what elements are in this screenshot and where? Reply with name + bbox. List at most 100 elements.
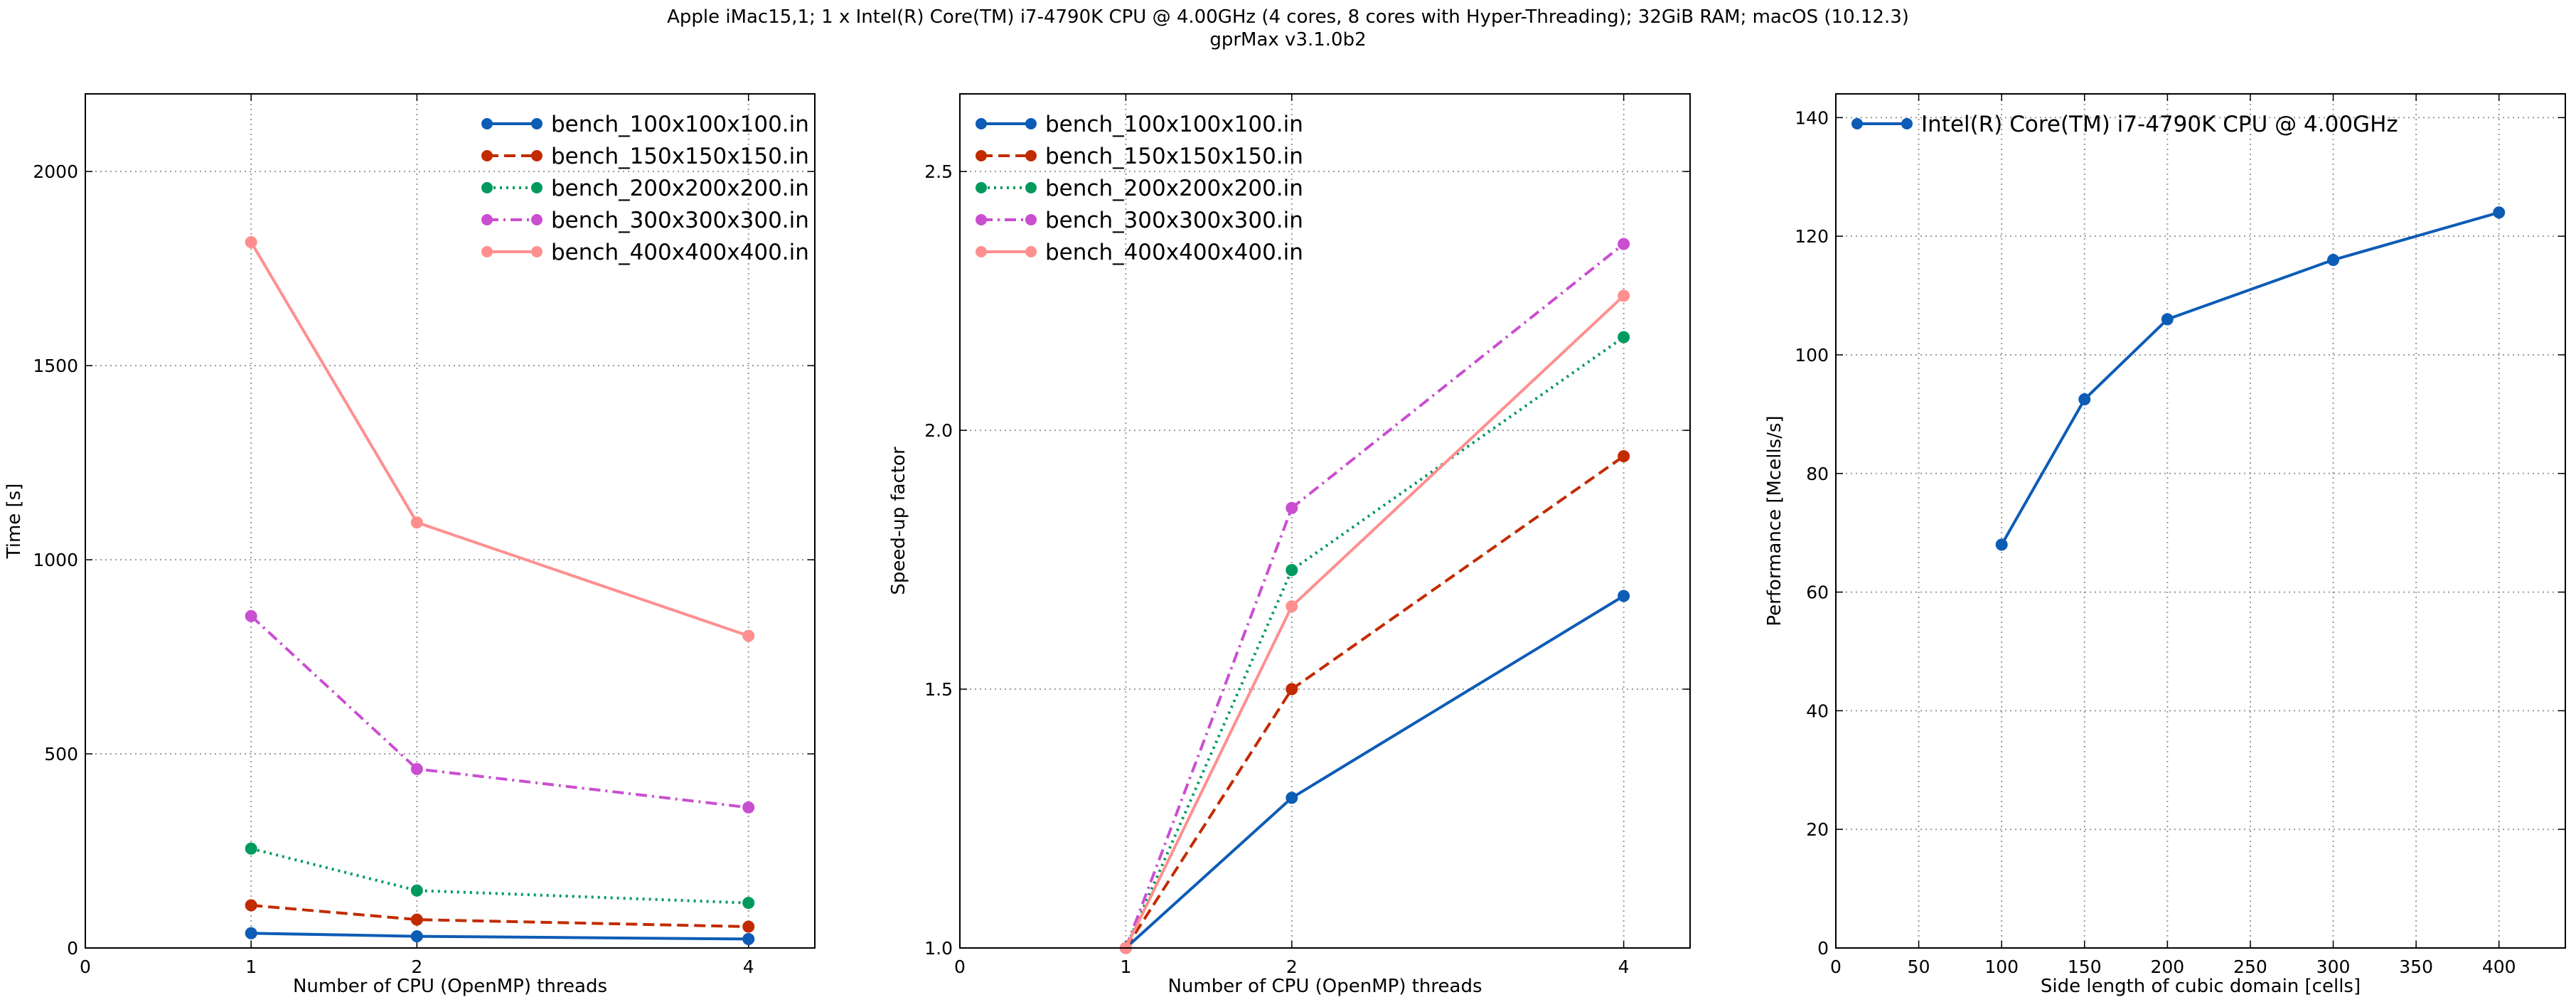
y-tick-label: 100: [1795, 345, 1829, 366]
y-axis-label: Performance [Mcells/s]: [1764, 415, 1785, 626]
x-axis-label: Number of CPU (OpenMP) threads: [1167, 976, 1482, 997]
series-line-3: [250, 614, 749, 809]
legend-marker: [531, 246, 543, 257]
y-tick-label: 1.5: [924, 679, 953, 700]
figure-title: Apple iMac15,1; 1 x Intel(R) Core(TM) i7…: [0, 6, 2576, 51]
plot-frame: [85, 93, 816, 949]
y-tick-label: 140: [1795, 107, 1829, 128]
legend-marker: [976, 214, 987, 225]
x-tick-label: 2: [1286, 957, 1298, 977]
legend-label: bench_150x150x150.in: [1045, 144, 1303, 169]
x-tick-label: 50: [1908, 957, 1930, 977]
x-tick-label: 0: [1830, 957, 1842, 977]
data-point: [1286, 683, 1298, 696]
x-tick-label: 100: [1984, 957, 2019, 977]
legend-label: bench_400x400x400.in: [551, 240, 809, 265]
legend-marker: [1025, 118, 1037, 129]
data-point: [1286, 792, 1298, 804]
chart-speedup: 0 1 2 4 1.0 1.5 2.0 2.5 Number of CPU (OpenMP) t…: [888, 93, 1691, 997]
legend-marker: [531, 214, 543, 225]
data-point: [245, 842, 257, 855]
y-tick-label: 40: [1806, 700, 1829, 721]
data-point: [1618, 331, 1630, 343]
data-point: [245, 609, 257, 622]
legend-marker: [481, 182, 493, 193]
series-line-3: [1124, 243, 1625, 949]
data-point: [742, 801, 755, 814]
x-tick-label: 4: [1618, 957, 1630, 977]
legend-marker: [976, 246, 987, 257]
x-tick-label: 250: [2233, 957, 2267, 977]
legend-label: bench_200x200x200.in: [1045, 176, 1303, 201]
legend-marker: [531, 118, 543, 129]
y-tick-label: 60: [1806, 582, 1829, 603]
y-axis-label: Time [s]: [4, 484, 25, 560]
plot-frame: [959, 93, 1691, 949]
data-point: [742, 920, 755, 933]
x-tick-label: 0: [954, 957, 966, 977]
series-line-1: [251, 904, 749, 928]
y-tick-label: 0: [67, 938, 78, 959]
x-tick-label: 2: [411, 957, 422, 977]
x-tick-label: 4: [743, 957, 754, 977]
data-point: [742, 629, 755, 642]
data-point: [2078, 393, 2091, 406]
data-point: [1618, 450, 1630, 463]
y-tick-label: 500: [44, 744, 78, 764]
data-point: [410, 516, 423, 529]
y-tick-label: 2.5: [924, 161, 953, 182]
legend-label: bench_200x200x200.in: [551, 176, 809, 201]
x-tick-label: 300: [2316, 957, 2351, 977]
data-point: [245, 899, 257, 912]
data-point: [245, 236, 257, 249]
chart-time: 0 1 2 4 0 500 1000 1500 2000 Number of CPU (OpenM…: [4, 93, 816, 997]
data-point: [410, 884, 423, 897]
x-axis-label: Number of CPU (OpenMP) threads: [293, 976, 607, 997]
data-point: [1995, 538, 2008, 551]
y-tick-label: 20: [1806, 819, 1829, 840]
y-tick-label: 0: [1817, 938, 1829, 959]
chart-performance: 0 50 100 150 200 250 300 350 400 0 20 40 60 80 100 120 1…: [1764, 93, 2566, 997]
data-point: [2161, 313, 2174, 326]
legend-marker: [481, 214, 493, 225]
legend-marker: [1901, 118, 1913, 129]
data-point: [2327, 254, 2340, 267]
figure-title-line2: gprMax v3.1.0b2: [1209, 29, 1367, 50]
series-line-4: [250, 241, 749, 637]
data-point: [1618, 289, 1630, 302]
legend-marker: [1025, 150, 1037, 161]
legend-marker: [1025, 182, 1037, 193]
legend-label: bench_300x300x300.in: [1045, 208, 1303, 233]
data-point: [1618, 590, 1630, 602]
y-tick-label: 1.0: [924, 938, 953, 959]
data-point: [1618, 238, 1630, 250]
series-line-0: [1125, 595, 1625, 949]
legend-label: bench_150x150x150.in: [551, 144, 809, 169]
x-tick-label: 1: [1120, 957, 1131, 977]
x-tick-label: 0: [80, 957, 91, 977]
legend-marker: [976, 118, 987, 129]
legend-marker: [1025, 214, 1037, 225]
legend-marker: [976, 150, 987, 161]
legend-marker: [531, 150, 543, 161]
legend-marker: [1851, 118, 1863, 129]
x-tick-label: 1: [245, 957, 257, 977]
x-tick-label: 350: [2399, 957, 2433, 977]
legend-label: bench_100x100x100.in: [1045, 112, 1303, 137]
legend-marker: [481, 246, 493, 257]
data-point: [410, 930, 423, 943]
legend-marker: [531, 182, 543, 193]
series-line-2: [250, 847, 749, 905]
y-tick-label: 2.0: [924, 420, 953, 441]
legend-label: bench_400x400x400.in: [1045, 240, 1303, 265]
x-tick-label: 150: [2068, 957, 2102, 977]
y-tick-label: 1000: [33, 550, 78, 570]
x-axis-label: Side length of cubic domain [cells]: [2041, 976, 2361, 997]
data-point: [742, 932, 755, 945]
legend-label: bench_300x300x300.in: [551, 208, 809, 233]
y-axis-label: Speed-up factor: [888, 447, 909, 595]
y-tick-label: 80: [1806, 464, 1829, 484]
y-tick-label: 2000: [33, 161, 78, 182]
x-tick-label: 200: [2151, 957, 2185, 977]
